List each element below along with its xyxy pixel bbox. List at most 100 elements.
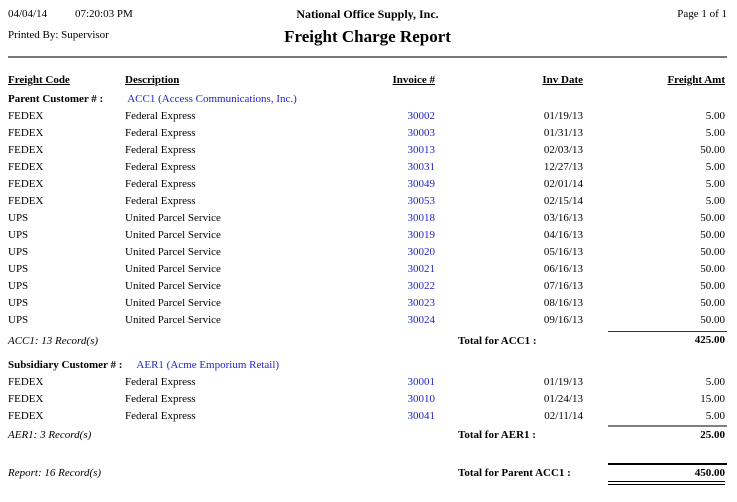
table-row: UPS United Parcel Service 30023 08/16/13… [8,295,727,312]
table-row: FEDEX Federal Express 30010 01/24/13 15.… [8,391,727,408]
description-cell: Federal Express [125,161,196,173]
invoice-link[interactable]: 30018 [407,212,436,224]
description-cell: Federal Express [125,195,196,207]
freight-code-cell: UPS [8,280,29,292]
group-total-label: Total for AER1 : [458,429,536,441]
invoice-link[interactable]: 30001 [407,376,436,388]
freight-amt-cell: 15.00 [700,393,725,405]
invoice-link[interactable]: 30023 [407,297,436,309]
description-cell: United Parcel Service [125,246,221,258]
print-datetime: 04/04/14 07:20:03 PM [8,6,284,23]
inv-date-cell: 12/27/13 [543,161,583,173]
invoice-link[interactable]: 30031 [407,161,436,173]
report-record-count: Report: 16 Record(s) [8,467,102,479]
table-row: UPS United Parcel Service 30020 05/16/13… [8,244,727,261]
report-total-row: Report: 16 Record(s) Total for Parent AC… [8,463,727,493]
invoice-link[interactable]: 30010 [407,393,436,405]
invoice-link[interactable]: 30022 [407,280,436,292]
table-row: FEDEX Federal Express 30053 02/15/14 5.0… [8,193,727,210]
parent-customer-label: Parent Customer # : [8,93,104,105]
invoice-cell: 30041 [310,408,438,425]
invoice-link[interactable]: 30041 [407,410,436,422]
report-header: 04/04/14 07:20:03 PM Printed By: Supervis… [8,6,727,52]
table-row: FEDEX Federal Express 30001 01/19/13 5.0… [8,374,727,391]
freight-code-cell: FEDEX [8,178,44,190]
inv-date-cell: 02/11/14 [544,410,583,422]
freight-amt-cell: 50.00 [700,246,725,258]
invoice-cell: 30021 [310,261,438,278]
description-cell: Federal Express [125,144,196,156]
invoice-cell: 30002 [310,108,438,125]
inv-date-cell: 07/16/13 [543,280,583,292]
report-total-label: Total for Parent ACC1 : [458,467,571,479]
freight-amt-cell: 50.00 [700,280,725,292]
description-cell: Federal Express [125,393,196,405]
freight-amt-cell: 5.00 [705,127,725,139]
inv-date-cell: 01/19/13 [543,376,583,388]
col-header-invoice: Invoice # [392,74,435,86]
description-cell: United Parcel Service [125,280,221,292]
inv-date-cell: 02/03/13 [543,144,583,156]
printed-by: Printed By: Supervisor [8,29,109,41]
parent-group-rows: FEDEX Federal Express 30002 01/19/13 5.0… [8,108,727,329]
inv-date-cell: 05/16/13 [543,246,583,258]
freight-code-cell: UPS [8,229,29,241]
description-cell: United Parcel Service [125,297,221,309]
table-row: FEDEX Federal Express 30002 01/19/13 5.0… [8,108,727,125]
table-row: FEDEX Federal Express 30003 01/31/13 5.0… [8,125,727,142]
report-title: Freight Charge Report [284,27,451,46]
print-date: 04/04/14 [8,8,48,20]
invoice-link[interactable]: 30024 [407,314,436,326]
freight-amt-cell: 50.00 [700,212,725,224]
freight-amt-cell: 5.00 [705,161,725,173]
inv-date-cell: 04/16/13 [543,229,583,241]
inv-date-cell: 06/16/13 [543,263,583,275]
inv-date-cell: 09/16/13 [543,314,583,326]
invoice-cell: 30013 [310,142,438,159]
description-cell: United Parcel Service [125,229,221,241]
invoice-link[interactable]: 30013 [407,144,436,156]
col-header-inv-date: Inv Date [542,74,583,86]
subsidiary-customer-label: Subsidiary Customer # : [8,359,123,371]
invoice-link[interactable]: 30020 [407,246,436,258]
description-cell: United Parcel Service [125,212,221,224]
invoice-cell: 30053 [310,193,438,210]
inv-date-cell: 01/31/13 [543,127,583,139]
invoice-link[interactable]: 30021 [407,263,436,275]
subsidiary-customer-line: Subsidiary Customer # : AER1 (Acme Empori… [8,357,727,374]
invoice-cell: 30001 [310,374,438,391]
company-name: National Office Supply, Inc. [296,7,439,21]
freight-code-cell: UPS [8,212,29,224]
invoice-link[interactable]: 30019 [407,229,436,241]
freight-code-cell: FEDEX [8,144,44,156]
description-cell: United Parcel Service [125,263,221,275]
freight-amt-cell: 5.00 [705,178,725,190]
table-row: FEDEX Federal Express 30041 02/11/14 5.0… [8,408,727,425]
invoice-link[interactable]: 30002 [407,110,436,122]
invoice-cell: 30018 [310,210,438,227]
invoice-link[interactable]: 30049 [407,178,436,190]
header-left: 04/04/14 07:20:03 PM Printed By: Supervis… [8,6,284,52]
page-indicator: Page 1 of 1 [677,8,727,20]
double-underline [608,481,725,485]
freight-code-cell: FEDEX [8,161,44,173]
freight-amt-cell: 50.00 [700,263,725,275]
invoice-cell: 30022 [310,278,438,295]
invoice-link[interactable]: 30003 [407,127,436,139]
inv-date-cell: 02/15/14 [543,195,583,207]
freight-amt-cell: 50.00 [700,297,725,309]
group-total-amount: 25.00 [608,425,727,447]
group-total-row-aer1: AER1: 3 Record(s) Total for AER1 : 25.00 [8,425,727,447]
invoice-cell: 30020 [310,244,438,261]
header-divider [8,56,727,58]
parent-customer-link[interactable]: ACC1 (Access Communications, Inc.) [127,93,297,105]
invoice-link[interactable]: 30053 [407,195,436,207]
invoice-cell: 30031 [310,159,438,176]
subsidiary-customer-link[interactable]: AER1 (Acme Emporium Retail) [136,359,280,371]
table-row: FEDEX Federal Express 30031 12/27/13 5.0… [8,159,727,176]
freight-amt-cell: 5.00 [705,195,725,207]
report-total-value: 450.00 [694,467,725,479]
freight-amt-cell: 50.00 [700,314,725,326]
description-cell: Federal Express [125,127,196,139]
